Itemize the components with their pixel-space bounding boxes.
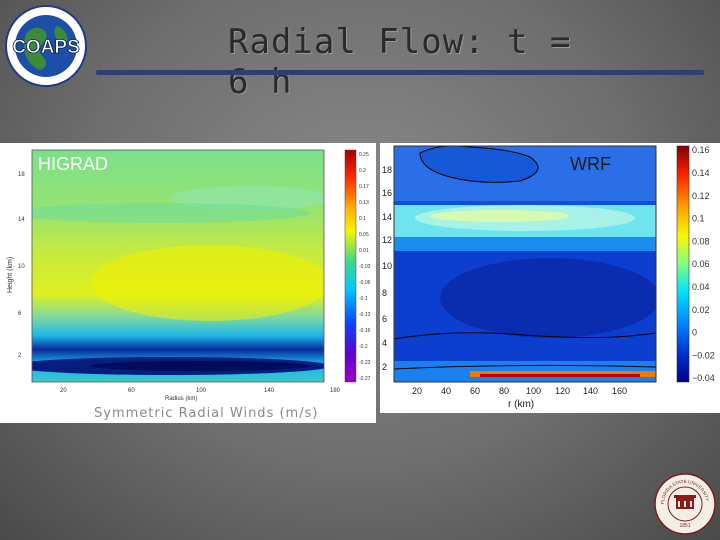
wrf-y-tick: 6	[382, 314, 387, 324]
title-divider	[96, 70, 704, 75]
wrf-x-tick: 160	[612, 386, 627, 396]
colorbar-tick-label: 0.05	[359, 232, 369, 238]
higrad-y-tick: 14	[18, 217, 25, 223]
wrf-y-tick: 12	[382, 235, 392, 245]
colorbar-tick-label: -0.03	[359, 264, 371, 270]
wrf-y-tick: 18	[382, 165, 392, 175]
colorbar-tick-label: 0.2	[359, 168, 366, 174]
wrf-y-tick: 4	[382, 338, 387, 348]
colorbar-tick-label: 0.08	[692, 236, 710, 246]
higrad-y-tick: 2	[18, 353, 22, 359]
colorbar-tick-label: -0.1	[359, 296, 368, 302]
higrad-y-tick: 10	[18, 264, 25, 270]
higrad-x-axis-label: Radius (km)	[165, 396, 197, 402]
higrad-x-tick: 60	[128, 388, 135, 394]
higrad-x-tick: 20	[60, 388, 67, 394]
colorbar-tick-label: 0.16	[692, 145, 710, 155]
colorbar-tick-label: 0.1	[692, 214, 705, 224]
colorbar-tick-label: 0.12	[692, 191, 710, 201]
seal-year: 1851	[679, 523, 690, 529]
wrf-label: WRF	[570, 154, 611, 174]
colorbar-tick-label: -0.27	[359, 376, 371, 382]
wrf-y-tick: 14	[382, 212, 392, 222]
colorbar-tick-label: 0.13	[359, 200, 369, 206]
higrad-x-tick: 100	[196, 388, 207, 394]
higrad-y-tick: 6	[18, 311, 22, 317]
colorbar-tick-label: 0.02	[692, 305, 710, 315]
wrf-y-tick: 16	[382, 188, 392, 198]
wrf-y-tick: 10	[382, 261, 392, 271]
colorbar-tick-label: 0.14	[692, 168, 710, 178]
coaps-logo: COAPS	[5, 5, 87, 87]
colorbar-tick-label: -0.2	[359, 344, 368, 350]
wrf-x-tick: 120	[555, 386, 570, 396]
higrad-y-tick: 18	[18, 172, 25, 178]
seal-building-icon	[674, 495, 696, 509]
wrf-x-tick: 40	[441, 386, 451, 396]
colorbar-tick-label: -0.06	[359, 280, 371, 286]
colorbar-tick-label: -0.16	[359, 328, 371, 334]
higrad-caption: Symmetric Radial Winds (m/s)	[94, 406, 319, 421]
logo-text: COAPS	[12, 37, 80, 58]
wrf-x-tick: 60	[470, 386, 480, 396]
higrad-x-tick: 180	[330, 388, 341, 394]
colorbar-tick-label: -0.13	[359, 312, 371, 318]
colorbar-tick-label: 0.06	[692, 259, 710, 269]
wrf-colorbar	[676, 145, 690, 383]
colorbar-tick-label: 0.25	[359, 152, 369, 158]
wrf-y-tick: 8	[382, 288, 387, 298]
higrad-x-tick: 140	[264, 388, 275, 394]
colorbar-tick-label: -0.23	[359, 360, 371, 366]
university-seal: FLORIDA STATE UNIVERSITY 1851	[654, 473, 716, 535]
colorbar-tick-label: 0.17	[359, 184, 369, 190]
higrad-label: HIGRAD	[38, 154, 108, 174]
wrf-x-tick: 80	[499, 386, 509, 396]
colorbar-tick-label: 0.1	[359, 216, 366, 222]
wrf-y-tick: 2	[382, 362, 387, 372]
wrf-x-axis-label: r (km)	[508, 399, 534, 410]
higrad-colorbar-ticks: 0.25 0.2 0.17 0.13 0.1 0.05 0.01 -0.03 -0.06 -0.1…	[359, 152, 371, 382]
higrad-y-axis-label: Height (km)	[7, 257, 14, 293]
slide-title: Radial Flow: t = 6 h	[228, 22, 572, 102]
continent-shape	[24, 27, 47, 70]
higrad-colorbar	[344, 149, 357, 383]
wrf-x-tick: 140	[583, 386, 598, 396]
wrf-x-tick: 100	[526, 386, 541, 396]
wrf-x-tick: 20	[412, 386, 422, 396]
wrf-panel: WRF 2 4 6 8 10 12 14 16 18 20 40 60 80 1…	[380, 143, 720, 413]
wrf-y-ticks: 2 4 6 8 10 12 14 16 18	[382, 165, 392, 372]
higrad-x-ticks: 20 60 100 140 180	[60, 388, 341, 394]
wrf-colorbar-ticks: 0.16 0.14 0.12 0.1 0.08 0.06 0.04 0.02 0 −0.02 −0.…	[692, 145, 715, 383]
colorbar-tick-label: 0.01	[359, 248, 369, 254]
colorbar-tick-label: 0	[692, 328, 697, 338]
wrf-x-ticks: 20 40 60 80 100 120 140 160	[412, 386, 627, 396]
colorbar-tick-label: −0.04	[692, 373, 715, 383]
colorbar-tick-label: −0.02	[692, 350, 715, 360]
colorbar-tick-label: 0.04	[692, 282, 710, 292]
higrad-y-ticks: 2 6 10 14 18	[18, 172, 25, 359]
higrad-panel: HIGRAD 2 6 10 14 18 Height (km) 20 60 10…	[0, 143, 376, 423]
